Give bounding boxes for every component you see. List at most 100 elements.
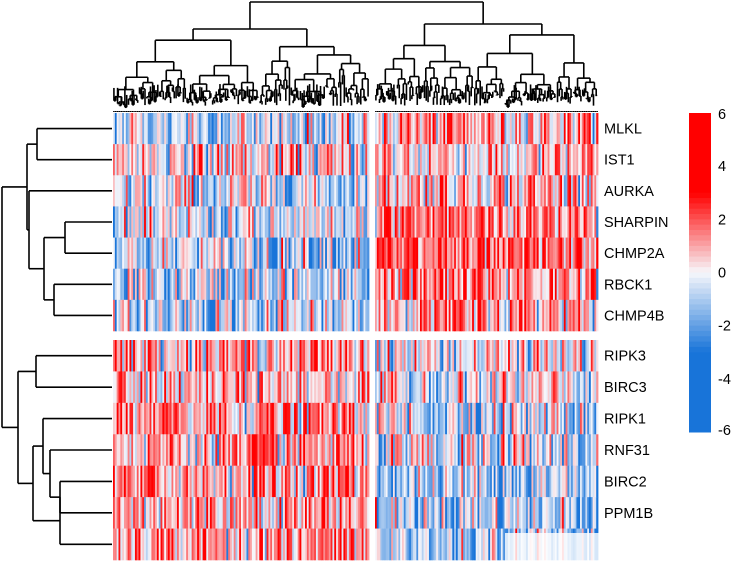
heatmap-cell	[571, 113, 574, 145]
heatmap-cell	[113, 299, 116, 332]
heatmap-cell	[211, 299, 214, 332]
heatmap-cell	[155, 402, 158, 435]
heatmap-cell	[419, 434, 423, 467]
heatmap-cell	[114, 268, 118, 301]
heatmap-cell	[288, 497, 291, 529]
heatmap-cell	[156, 113, 160, 145]
heatmap-cell	[220, 497, 224, 529]
heatmap-cell	[354, 268, 357, 301]
heatmap-cell	[122, 434, 125, 467]
heatmap-cell	[383, 144, 387, 176]
heatmap-cell	[145, 465, 149, 498]
heatmap-cell	[535, 237, 538, 270]
heatmap-cell	[358, 206, 361, 238]
heatmap-cell	[398, 144, 401, 176]
heatmap-cell	[416, 434, 419, 467]
heatmap-cell	[235, 528, 238, 561]
heatmap-cell	[375, 299, 378, 332]
heatmap-cell	[259, 268, 262, 301]
heatmap-cell	[253, 268, 257, 301]
heatmap-cell	[178, 340, 182, 372]
heatmap-cell	[330, 206, 333, 238]
heatmap-cell	[572, 268, 576, 301]
heatmap-cell	[343, 402, 346, 435]
heatmap-cell	[158, 206, 161, 238]
heatmap-cell	[576, 299, 579, 332]
heatmap-cell	[292, 299, 295, 332]
heatmap-cell	[470, 528, 473, 561]
heatmap-cell	[166, 402, 169, 435]
colorbar-segment	[689, 256, 711, 263]
heatmap-cell	[173, 340, 176, 372]
heatmap-cell	[473, 113, 477, 145]
heatmap-cell	[581, 237, 585, 270]
heatmap-cell	[394, 113, 397, 145]
row-label: SHARPIN	[604, 215, 668, 231]
heatmap-cell	[421, 206, 424, 238]
heatmap-cell	[562, 268, 565, 301]
heatmap-cell	[251, 497, 255, 529]
heatmap-cell	[538, 268, 541, 301]
heatmap-cell	[138, 144, 141, 176]
heatmap-cell	[571, 144, 574, 176]
heatmap-cell	[455, 175, 459, 207]
heatmap-cell	[520, 175, 523, 207]
heatmap-cell	[156, 465, 160, 498]
heatmap-cell	[191, 371, 194, 404]
heatmap-cell	[246, 434, 249, 467]
heatmap-cell	[142, 144, 145, 176]
heatmap-cell	[169, 144, 172, 176]
heatmap-cell	[220, 371, 224, 404]
heatmap-cell	[416, 268, 419, 301]
heatmap-cell	[270, 206, 273, 238]
heatmap-cell	[359, 299, 363, 332]
heatmap-cell	[571, 465, 574, 498]
heatmap-cell	[341, 113, 344, 145]
heatmap-cell	[401, 299, 405, 332]
heatmap-cell	[363, 340, 366, 372]
heatmap-cell	[578, 340, 581, 372]
heatmap-cell	[268, 497, 271, 529]
heatmap-cell	[454, 175, 457, 207]
heatmap-cell	[305, 402, 308, 435]
heatmap-cell	[535, 113, 538, 145]
heatmap-cell	[348, 528, 352, 561]
heatmap-cell	[581, 402, 585, 435]
heatmap-cell	[197, 371, 200, 404]
heatmap-cell	[391, 465, 394, 498]
heatmap-cell	[522, 206, 525, 238]
heatmap-cell	[303, 144, 306, 176]
heatmap-cell	[556, 434, 559, 467]
heatmap-cell	[583, 237, 586, 270]
heatmap-cell	[455, 497, 459, 529]
heatmap-cell	[325, 371, 328, 404]
heatmap-cell	[272, 144, 275, 176]
heatmap-cell	[343, 340, 346, 372]
heatmap-cell	[572, 206, 576, 238]
heatmap-cell	[428, 299, 432, 332]
heatmap-cell	[427, 434, 430, 467]
heatmap-cell	[428, 268, 432, 301]
heatmap-cell	[275, 340, 278, 372]
heatmap-cell	[477, 144, 480, 176]
heatmap-cell	[237, 465, 240, 498]
heatmap-cell	[317, 528, 321, 561]
heatmap-cell	[527, 340, 531, 372]
heatmap-cell	[325, 237, 328, 270]
heatmap-cell	[509, 144, 513, 176]
heatmap-cell	[396, 268, 399, 301]
heatmap-cell	[486, 144, 489, 176]
heatmap-cell	[341, 144, 344, 176]
heatmap-cell	[410, 340, 414, 372]
heatmap-cell	[122, 371, 125, 404]
heatmap-cell	[235, 144, 238, 176]
heatmap-cell	[524, 434, 527, 467]
heatmap-cell	[144, 144, 147, 176]
heatmap-cell	[356, 299, 359, 332]
heatmap-cell	[310, 144, 313, 176]
colorbar-segment	[689, 389, 711, 396]
heatmap-cell	[464, 268, 468, 301]
heatmap-cell	[219, 237, 222, 270]
heatmap-cell	[580, 206, 583, 238]
heatmap-cell	[553, 206, 556, 238]
